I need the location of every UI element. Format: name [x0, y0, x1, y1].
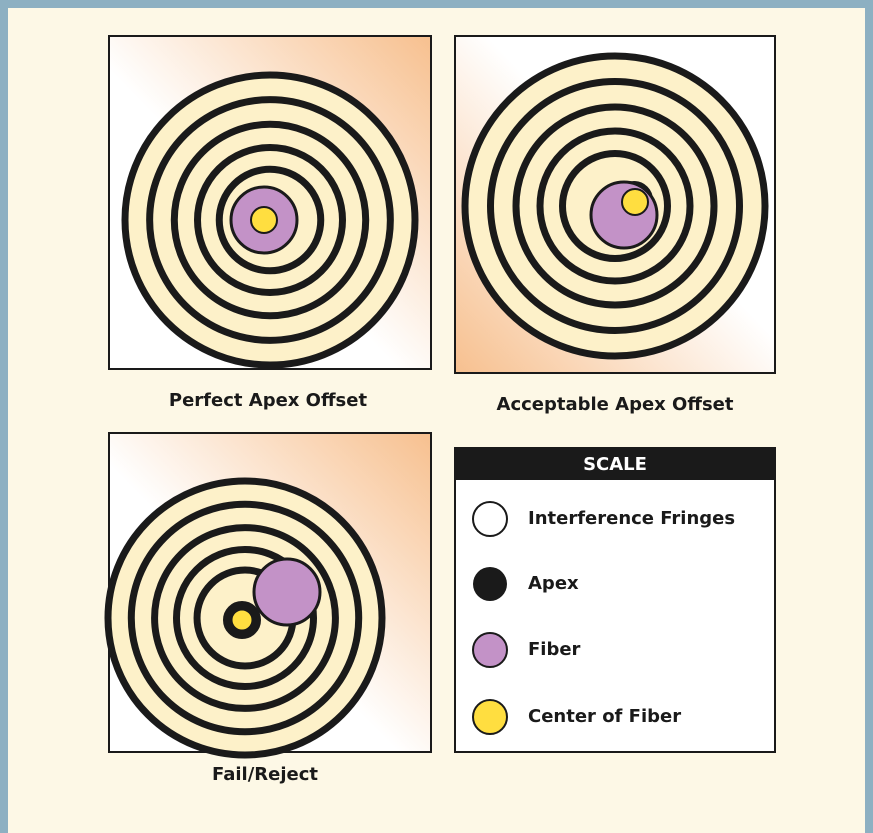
legend-swatch — [473, 700, 507, 734]
legend-swatch — [473, 567, 507, 601]
diagram: Perfect Apex Offset Acceptable Apex Offs… — [0, 0, 873, 833]
legend-title: SCALE — [583, 454, 647, 475]
legend-label: Interference Fringes — [528, 508, 735, 529]
legend-label: Center of Fiber — [528, 706, 681, 727]
legend-label: Apex — [528, 573, 579, 594]
fiber-center — [251, 207, 277, 233]
fiber — [591, 182, 657, 248]
legend-swatch — [473, 633, 507, 667]
legend-swatch — [473, 502, 507, 536]
caption: Perfect Apex Offset — [169, 390, 368, 411]
caption: Fail/Reject — [212, 764, 318, 785]
fiber — [254, 559, 320, 625]
legend-label: Fiber — [528, 639, 581, 660]
fiber-center — [232, 610, 252, 630]
fiber-center — [622, 189, 648, 215]
caption: Acceptable Apex Offset — [497, 394, 734, 415]
